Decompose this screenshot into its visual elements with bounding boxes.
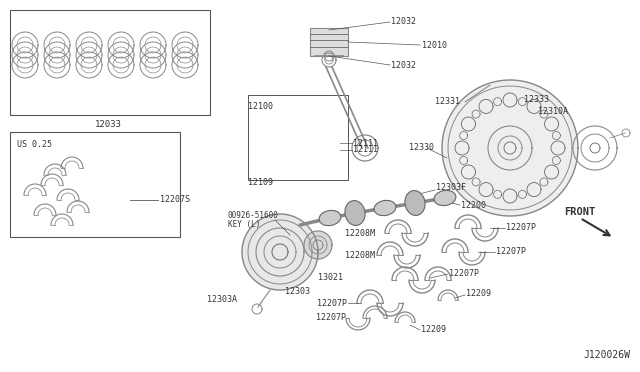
Text: 12209: 12209 — [421, 326, 446, 334]
Text: 12109: 12109 — [248, 178, 273, 187]
Text: 12207P: 12207P — [316, 314, 346, 323]
Text: 12032: 12032 — [391, 61, 416, 70]
Text: 12010: 12010 — [422, 41, 447, 49]
Text: 12333: 12333 — [524, 96, 549, 105]
Polygon shape — [442, 80, 578, 216]
Ellipse shape — [345, 201, 365, 225]
Text: FRONT: FRONT — [564, 207, 596, 217]
Text: 12209: 12209 — [466, 289, 491, 298]
Ellipse shape — [434, 190, 456, 206]
Text: 12111: 12111 — [353, 145, 378, 154]
Text: 12303F: 12303F — [436, 183, 466, 192]
Text: 12207P: 12207P — [317, 298, 347, 308]
Ellipse shape — [405, 190, 425, 215]
Text: 12303A: 12303A — [207, 295, 237, 305]
Text: 12208M: 12208M — [345, 250, 375, 260]
Text: 12100: 12100 — [248, 102, 273, 111]
Text: 12207S: 12207S — [160, 196, 190, 205]
Text: 12207P: 12207P — [449, 269, 479, 279]
Ellipse shape — [319, 211, 341, 226]
Polygon shape — [304, 231, 332, 259]
Text: KEY (L): KEY (L) — [228, 221, 260, 230]
Ellipse shape — [374, 201, 396, 216]
Bar — [310, 28, 348, 56]
Text: 12330: 12330 — [409, 144, 434, 153]
Text: 12032: 12032 — [391, 17, 416, 26]
Text: 12033: 12033 — [95, 120, 122, 129]
Text: 12200: 12200 — [461, 201, 486, 209]
Polygon shape — [242, 214, 318, 290]
Text: US 0.25: US 0.25 — [17, 140, 52, 149]
Text: 12207P: 12207P — [496, 247, 526, 257]
Text: 12303: 12303 — [285, 288, 310, 296]
Bar — [10, 132, 180, 237]
Text: 12207P: 12207P — [506, 224, 536, 232]
Text: 12111: 12111 — [353, 138, 378, 148]
Text: 12331: 12331 — [435, 97, 460, 106]
Bar — [248, 95, 348, 180]
Text: 00926-51600: 00926-51600 — [228, 212, 279, 221]
Bar — [10, 10, 210, 115]
Text: 13021: 13021 — [318, 273, 343, 282]
Text: J120026W: J120026W — [583, 350, 630, 360]
Text: 12310A: 12310A — [538, 108, 568, 116]
Text: 12208M: 12208M — [345, 228, 375, 237]
